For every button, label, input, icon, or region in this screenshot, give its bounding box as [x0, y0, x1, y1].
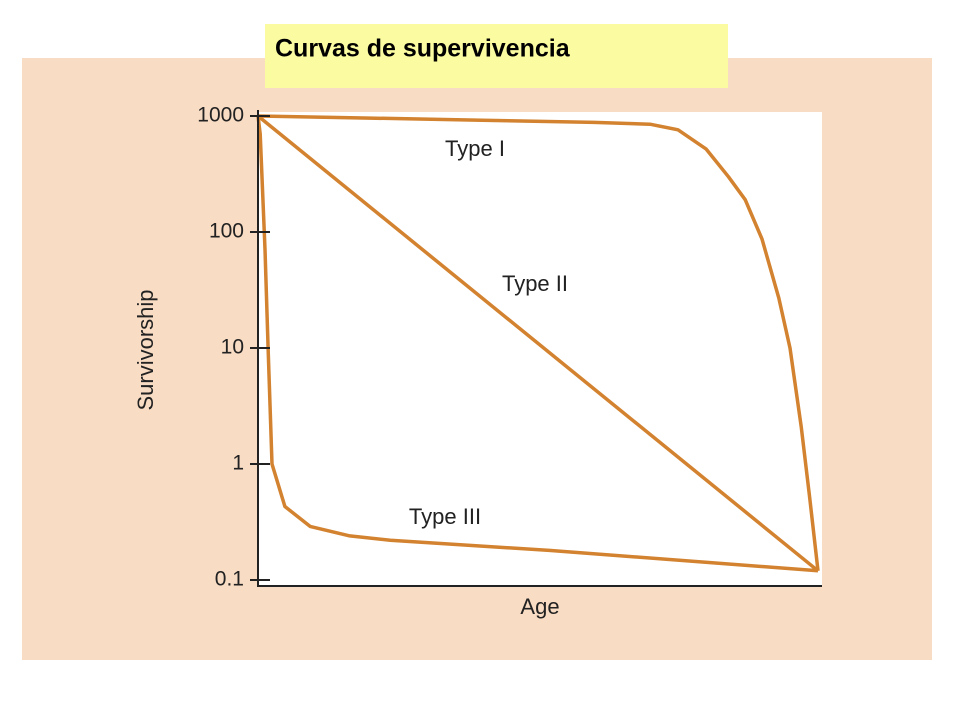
y-tick-label: 100: [209, 220, 244, 243]
y-axis-label: Survivorship: [133, 289, 158, 410]
series-label: Type III: [409, 504, 481, 529]
series-label: Type I: [445, 136, 505, 161]
x-axis-label: Age: [520, 594, 559, 619]
series-line: [257, 114, 820, 571]
y-tick-label: 1: [232, 452, 244, 475]
y-tick-label: 1000: [197, 104, 244, 127]
series-line: [256, 115, 819, 573]
chart-title: Curvas de supervivencia: [275, 35, 571, 63]
title-box: [265, 24, 728, 88]
y-tick-label: 10: [221, 336, 244, 359]
plot: Type I Type II Type III: [256, 114, 820, 573]
y-tick-label: 0.1: [215, 568, 244, 591]
series-label: Type II: [502, 271, 568, 296]
series-line: [256, 114, 820, 573]
